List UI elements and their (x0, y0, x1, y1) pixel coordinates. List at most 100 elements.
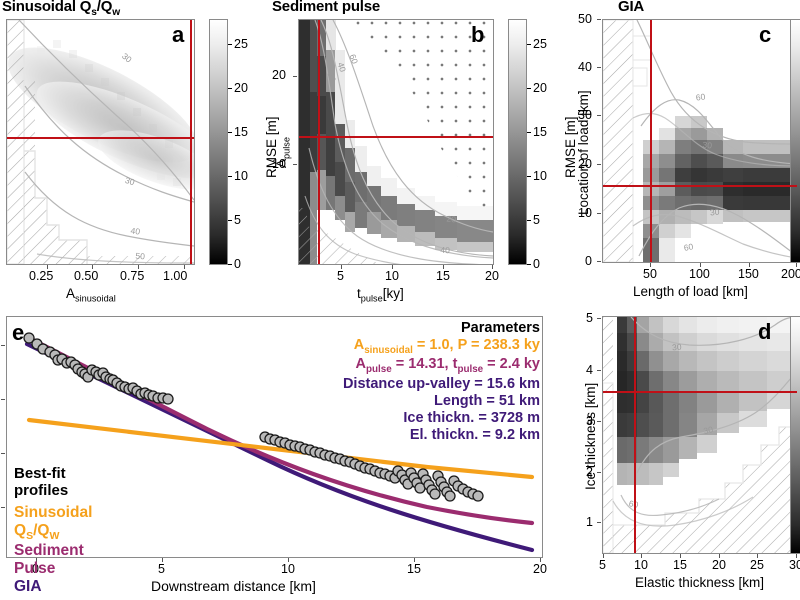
svg-text:60: 60 (628, 498, 640, 510)
panel-a-xtick-1: 0.50 (74, 269, 99, 283)
panel-b-xtick-2: 15 (436, 269, 450, 283)
panel-b-xtick-3: 20 (485, 269, 499, 283)
panel-b-ytick-0: 10 (272, 157, 286, 171)
panel-d-colorbar (790, 316, 800, 554)
panel-c-xtick-3: 200 (781, 267, 800, 281)
panel-c-xtick-1: 100 (689, 267, 710, 281)
svg-text:30: 30 (672, 342, 682, 353)
panel-a-crosshair-horizontal (7, 137, 194, 140)
legend-item-sediment-pulse[interactable]: Sediment Pulse (14, 542, 84, 578)
panel-c-ytick-0: 0 (585, 254, 592, 268)
panel-e-xtick-3: 15 (407, 562, 421, 576)
svg-text:30: 30 (702, 140, 713, 151)
panel-c-ytick-1: 10 (578, 206, 592, 220)
panel-c-ytick-3: 30 (578, 108, 592, 122)
panel-a-crosshair-vertical (190, 20, 193, 264)
panel-d-xtick-5: 30 (789, 558, 800, 572)
panel-b-axes[interactable]: 20 40 60 20 40 (298, 19, 494, 265)
panel-b-cb-tick-2: 10 (533, 169, 547, 183)
panel-e-xtick-4: 20 (533, 562, 547, 576)
panel-d-axes[interactable]: 30 30 60 (602, 316, 798, 554)
panel-a-letter: a (172, 22, 185, 47)
panel-a-axes[interactable]: 30 30 40 50 (6, 19, 195, 265)
panel-d-xtick-4: 25 (750, 558, 764, 572)
panel-c-colorbar (790, 19, 800, 263)
parameter-line-3: Length = 51 km (434, 392, 540, 409)
svg-text:20: 20 (446, 214, 457, 225)
parameters-heading: Parameters (461, 320, 540, 336)
panel-c-heatmap: 60 30 30 60 (603, 20, 797, 262)
panel-b-cb-tick-5: 25 (533, 37, 547, 51)
panel-a-cb-tick-0: 0 (234, 257, 241, 271)
panel-a-cb-tick-1: 5 (234, 213, 241, 227)
svg-text:30: 30 (124, 175, 136, 187)
panel-a-title-main: Sinusoidal Q (2, 0, 92, 15)
svg-text:20: 20 (326, 71, 339, 83)
panel-d-ytick-0: 1 (586, 515, 593, 529)
panel-d-ytick-4: 5 (586, 311, 593, 325)
panel-a-xtick-3: 1.00 (163, 269, 188, 283)
panel-c-xaxis-label: Length of load [km] (633, 284, 748, 299)
panel-a-heatmap: 30 30 40 50 (7, 20, 194, 264)
panel-e-letter: e (12, 320, 25, 345)
svg-text:40: 40 (130, 225, 141, 236)
panel-d-xaxis-label: Elastic thickness [km] (635, 575, 765, 590)
panel-e-axes[interactable] (6, 316, 543, 558)
panel-b-xaxis-label: tpulse[ky] (357, 286, 404, 304)
parameter-line-2: Distance up-valley = 15.6 km (342, 375, 540, 392)
panel-b-xtick-1: 10 (385, 269, 399, 283)
svg-text:50: 50 (135, 251, 145, 262)
svg-text:30: 30 (702, 424, 714, 436)
legend-heading: Best-fit profiles (14, 465, 69, 500)
panel-a-cb-tick-2: 10 (234, 169, 248, 183)
panel-a-title-sub2: w (112, 7, 120, 18)
panel-d-xtick-0: 5 (599, 558, 606, 572)
panel-d-letter: d (758, 319, 772, 344)
panel-e-profile-plot (7, 317, 542, 557)
panel-d-heatmap: 30 30 60 (603, 317, 797, 553)
panel-e-xaxis-label: Downstream distance [km] (151, 578, 316, 594)
panel-a-colorbar (209, 19, 228, 265)
panel-b-title: Sediment pulse (272, 0, 381, 15)
panel-a-xtick-0: 0.25 (29, 269, 54, 283)
panel-e-xtick-0: 0 (32, 562, 39, 576)
legend-item-gia[interactable]: GIA (14, 578, 42, 596)
panel-a-xaxis-label: Asinusoidal (66, 286, 116, 304)
panel-a-cb-tick-4: 20 (234, 81, 248, 95)
panel-c-ytick-5: 50 (578, 12, 592, 26)
panel-a-cb-tick-3: 15 (234, 125, 248, 139)
panel-b-colorbar (508, 19, 527, 265)
panel-b-cb-tick-4: 20 (533, 81, 547, 95)
panel-b-xtick-0: 5 (337, 269, 344, 283)
panel-c-crosshair-horizontal (603, 185, 797, 188)
panel-c-ytick-2: 20 (578, 157, 592, 171)
panel-d-crosshair-vertical (634, 317, 637, 553)
panel-d-yaxis-label: Ice thickness [km] (583, 382, 598, 490)
panel-b-ytick-1: 20 (272, 68, 286, 82)
panel-c-axes[interactable]: 60 30 30 60 (602, 19, 798, 263)
panel-a-title-slash: /Q (96, 0, 113, 15)
panel-c-letter: c (759, 22, 772, 47)
panel-c-yaxis-label: Location of load [km] (576, 90, 591, 215)
panel-a-cb-tick-5: 25 (234, 37, 248, 51)
panel-c-xtick-0: 50 (643, 267, 657, 281)
panel-a-title: Sinusoidal Qs/Qw (2, 0, 120, 18)
panel-d-xtick-2: 15 (673, 558, 687, 572)
parameter-line-0: Asinusoidal = 1.0, P = 238.3 ky (353, 336, 540, 356)
parameter-line-4: Ice thickn. = 3728 m (403, 409, 540, 426)
legend-item-sinusoidal[interactable]: Sinusoidal QS/QW (14, 503, 93, 542)
panel-d-crosshair-horizontal (603, 391, 797, 394)
panel-b-yaxis-label: Apulse (274, 137, 292, 168)
svg-text:40: 40 (440, 245, 450, 255)
observed-data-markers (23, 332, 484, 502)
svg-text:30: 30 (709, 207, 720, 218)
panel-c-xtick-2: 150 (738, 267, 759, 281)
panel-c-crosshair-vertical (650, 20, 653, 262)
panel-b-cb-tick-3: 15 (533, 125, 547, 139)
panel-b-cb-tick-0: 0 (533, 257, 540, 271)
svg-text:60: 60 (683, 241, 694, 253)
panel-b-heatmap: 20 40 60 20 40 (299, 20, 493, 264)
svg-text:40: 40 (336, 61, 349, 73)
panel-e-xtick-2: 10 (281, 562, 295, 576)
